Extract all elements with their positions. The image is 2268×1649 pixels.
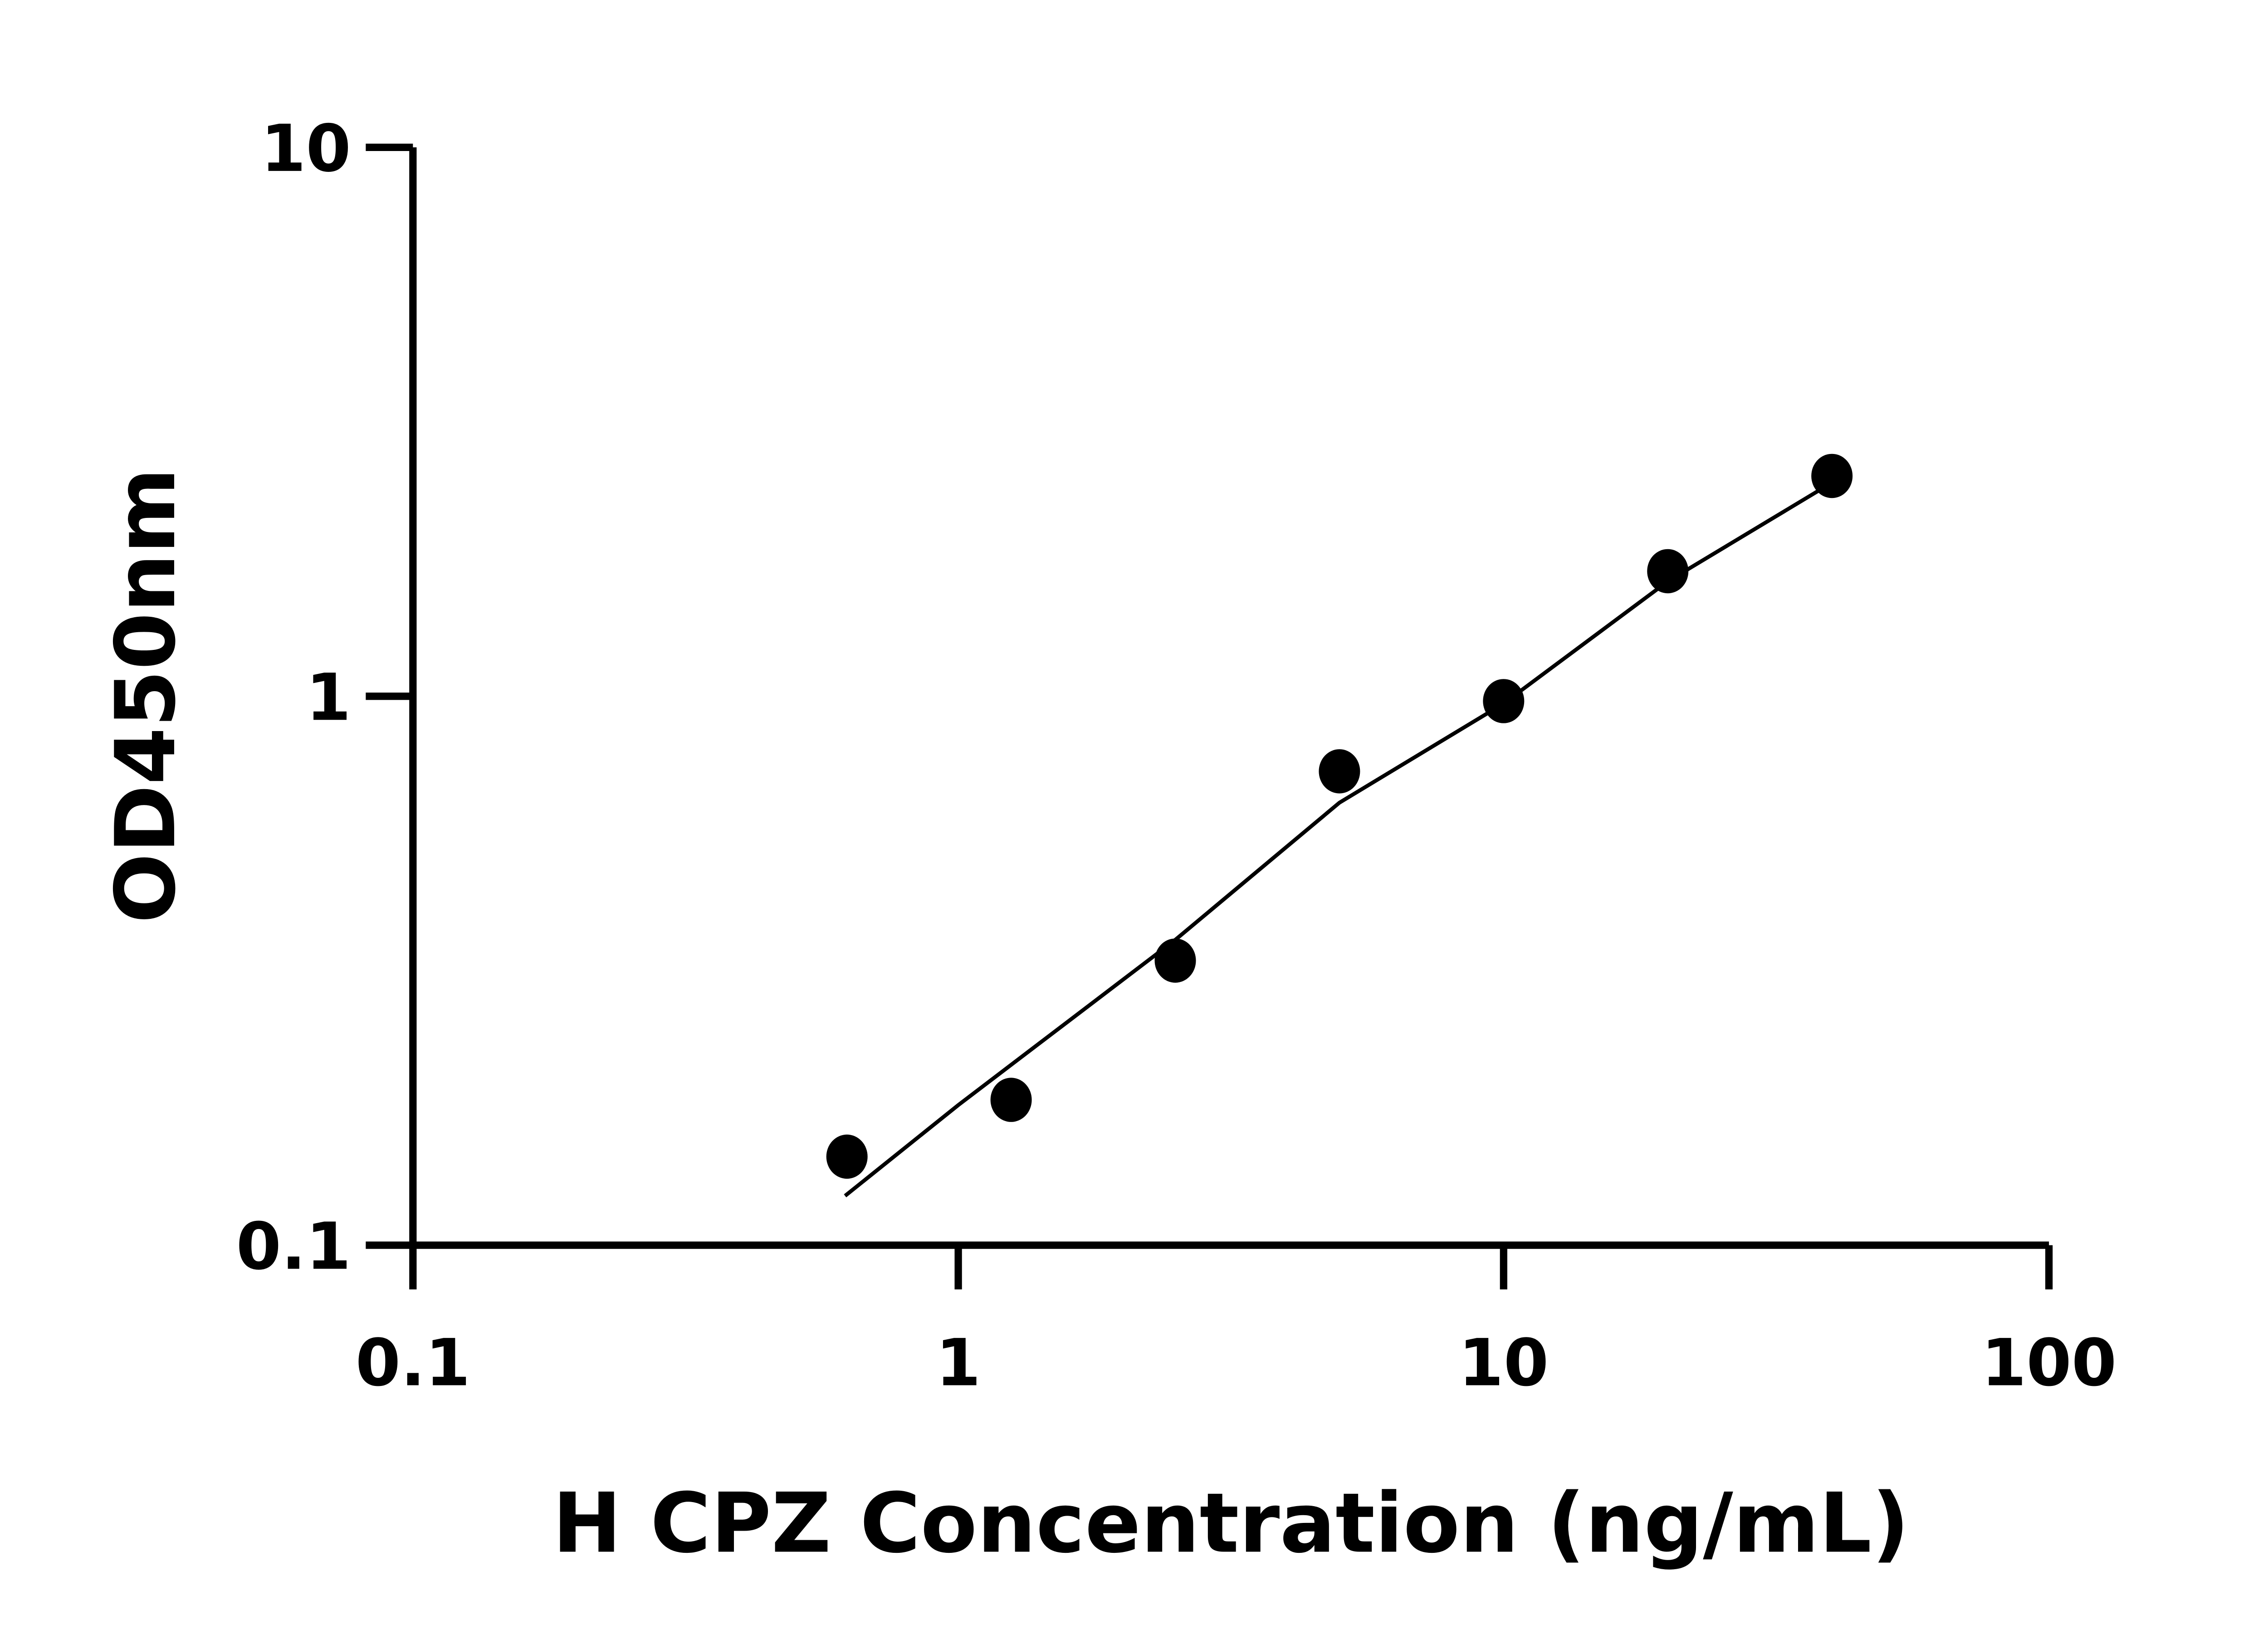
x-axis-label: H CPZ Concentration (ng/mL)	[552, 1475, 1909, 1571]
data-point	[1647, 549, 1689, 594]
y-tick-label: 1	[306, 659, 351, 735]
data-point	[1483, 679, 1525, 723]
data-point	[1319, 749, 1360, 794]
data-points	[826, 454, 1853, 1179]
x-tick-label: 0.1	[356, 1325, 470, 1400]
x-tick-label: 1	[936, 1325, 981, 1400]
y-tick-labels: 0.1 1 10	[236, 111, 351, 1284]
data-point	[826, 1134, 868, 1179]
y-tick-label: 0.1	[236, 1209, 351, 1284]
fit-curve	[844, 481, 1833, 1198]
data-point	[1154, 938, 1196, 983]
data-point	[990, 1078, 1032, 1122]
x-tick-label: 10	[1458, 1325, 1549, 1400]
x-tick-label: 100	[1981, 1325, 2116, 1400]
data-point	[1811, 454, 1853, 498]
y-axis-label: OD450nm	[98, 468, 194, 923]
y-tick-label: 10	[261, 111, 351, 186]
x-tick-labels: 0.1 1 10 100	[356, 1325, 2117, 1400]
axes	[366, 143, 2053, 1290]
